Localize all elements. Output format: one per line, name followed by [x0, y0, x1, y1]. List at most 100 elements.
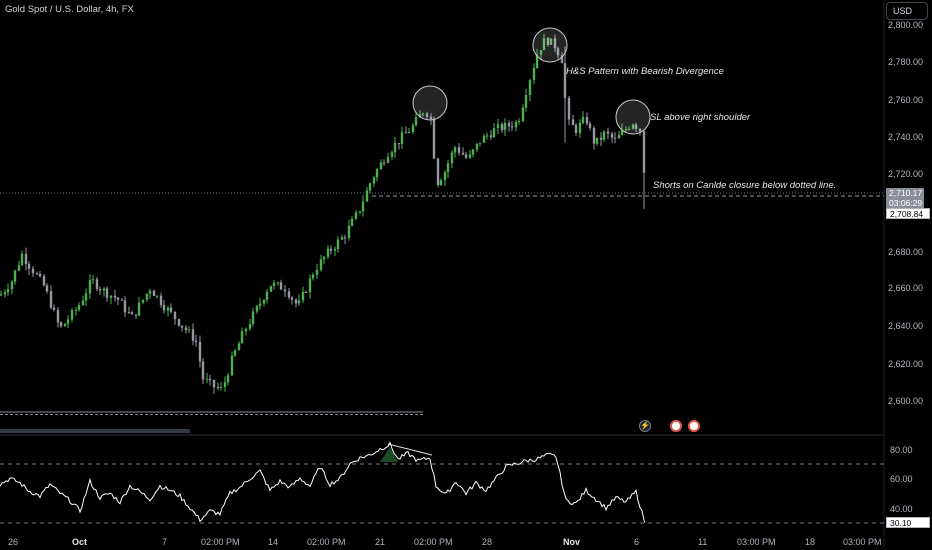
time-tick: 18: [805, 537, 815, 547]
candle-body: [613, 137, 617, 139]
time-tick: 02:00 PM: [307, 537, 346, 547]
candle-body: [134, 314, 138, 316]
candle-body: [585, 117, 589, 124]
candle-body: [237, 343, 241, 351]
us-flag-icon[interactable]: [670, 420, 682, 432]
entry-annotation[interactable]: Shorts on Canlde closure below dotted li…: [653, 180, 837, 191]
price-tick: 2,600.00: [888, 396, 923, 406]
candle-body: [606, 131, 610, 134]
candle-body: [492, 128, 496, 138]
candle-body: [546, 38, 550, 45]
candle-body: [567, 98, 571, 120]
candle-body: [81, 300, 85, 306]
price-tick: 2,640.00: [888, 321, 923, 331]
candle-body: [272, 282, 276, 286]
candle-body: [382, 162, 386, 164]
candle-body: [290, 297, 294, 300]
candle-body: [475, 143, 479, 150]
candle-body: [319, 259, 323, 270]
candle-body: [98, 289, 102, 291]
candle-body: [3, 292, 7, 295]
candle-body: [56, 309, 60, 323]
candle-body: [556, 48, 560, 56]
candle-body: [258, 303, 262, 307]
candle-body: [439, 180, 443, 186]
candle-body: [329, 248, 333, 251]
candle-body: [223, 382, 227, 387]
candle-body: [166, 307, 170, 311]
candle-body: [397, 142, 401, 144]
candle-body: [276, 282, 280, 284]
candle-body: [102, 288, 106, 291]
candle-body: [407, 132, 411, 134]
candle-body: [354, 212, 358, 219]
price-tick: 2,680.00: [888, 247, 923, 257]
candle-body: [279, 282, 283, 290]
candle-body: [610, 133, 614, 138]
candle-body: [642, 131, 646, 173]
time-tick: 7: [162, 537, 167, 547]
candle-body: [517, 120, 521, 123]
candle-body: [91, 279, 95, 281]
candle-body: [390, 152, 394, 157]
candle-body: [269, 285, 273, 292]
candle-body: [368, 183, 372, 191]
candle-body: [457, 147, 461, 153]
candle-body: [152, 290, 156, 296]
us-flag-icon[interactable]: [688, 420, 700, 432]
time-tick: 6: [634, 537, 639, 547]
candle-body: [66, 319, 70, 324]
lightning-icon[interactable]: ⚡: [639, 420, 651, 432]
candle-body: [255, 306, 259, 312]
divergence-line: [387, 443, 433, 456]
symbol-title[interactable]: Gold Spot / U.S. Dollar, 4h, FX: [5, 4, 134, 15]
candle-body: [70, 309, 74, 320]
time-tick: 03:00 PM: [737, 537, 776, 547]
head-marker[interactable]: [532, 27, 568, 63]
candle-body: [595, 137, 599, 144]
countdown-tag: 03:06:29: [886, 198, 924, 209]
candle-body: [539, 50, 543, 55]
candle-body: [226, 375, 230, 383]
time-axis[interactable]: 26 Oct 7 02:00 PM 14 02:00 PM 21 02:00 P…: [8, 537, 882, 547]
candle-body: [421, 113, 425, 115]
candle-body: [130, 312, 134, 315]
candle-body: [116, 297, 120, 300]
level-tag: 2,708.84: [886, 208, 930, 219]
candle-body: [361, 201, 365, 212]
pattern-annotation[interactable]: H&S Pattern with Bearish Divergence: [566, 66, 724, 77]
candle-body: [627, 128, 631, 130]
price-tick: 2,720.00: [888, 169, 923, 179]
price-tick: 2,740.00: [888, 132, 923, 142]
candle-body: [315, 269, 319, 275]
price-axis[interactable]: 2,800.00 2,780.00 2,760.00 2,740.00 2,72…: [888, 20, 923, 406]
candle-body: [500, 124, 504, 131]
candle-body: [347, 225, 351, 238]
candle-body: [105, 288, 109, 298]
candle-body: [620, 129, 624, 135]
candle-body: [265, 291, 269, 300]
candle-body: [38, 273, 42, 277]
candle-body: [574, 125, 578, 133]
right-shoulder-marker[interactable]: [615, 99, 651, 135]
candle-body: [240, 331, 244, 344]
candle-body: [468, 154, 472, 158]
stop-loss-annotation[interactable]: SL above right shoulder: [650, 112, 751, 123]
candle-body: [336, 239, 340, 250]
rsi-overbought-fill: [380, 447, 398, 462]
left-shoulder-marker[interactable]: [412, 85, 448, 121]
candle-body: [205, 378, 209, 380]
currency-button[interactable]: USD: [886, 2, 928, 20]
candle-body: [450, 152, 454, 164]
candle-body: [219, 386, 223, 388]
horizontal-scrollbar[interactable]: [0, 429, 190, 433]
candle-body: [113, 295, 117, 298]
candle-body: [322, 256, 326, 260]
candle-body: [446, 163, 450, 173]
candle-body: [532, 68, 536, 81]
candle-body: [169, 307, 173, 312]
candle-body: [155, 295, 159, 297]
candle-body: [602, 131, 606, 140]
candle-body: [0, 294, 3, 296]
